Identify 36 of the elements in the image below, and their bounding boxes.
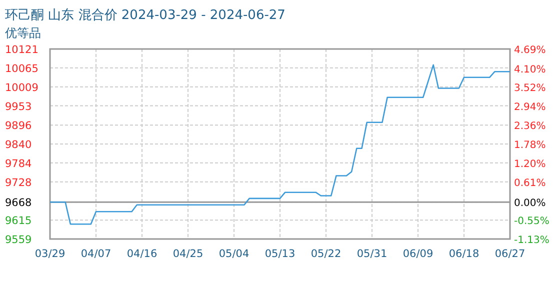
chart-title: 环己酮 山东 混合价 2024-03-29 - 2024-06-27	[5, 8, 286, 23]
line-series	[49, 64, 511, 225]
y2-tick-label: 1.78%	[514, 140, 546, 151]
y-tick-label: 9784	[5, 158, 32, 170]
x-tick-label: 06/27	[494, 248, 526, 260]
y-tick-label: 10009	[5, 82, 38, 94]
y-tick-label: 9953	[5, 100, 32, 113]
x-tick-label: 05/31	[356, 248, 388, 260]
y-tick-label: 9668	[5, 197, 32, 210]
x-tick-label: 05/22	[310, 248, 342, 260]
y-tick-label: 9840	[5, 139, 32, 151]
y-tick-label: 9559	[5, 234, 32, 246]
x-tick-label: 06/18	[448, 248, 480, 260]
x-tick-label: 04/07	[80, 248, 112, 260]
y-tick-label: 10121	[5, 44, 38, 56]
x-tick-label: 04/25	[172, 248, 204, 260]
y2-tick-label: 4.10%	[514, 64, 546, 76]
x-tick-label: 03/29	[34, 248, 66, 260]
y2-tick-label: -0.55%	[514, 216, 550, 228]
y2-tick-label: -1.13%	[514, 235, 550, 246]
y-tick-label: 9728	[5, 176, 32, 189]
x-tick-label: 05/04	[218, 248, 250, 260]
y2-tick-label: 1.20%	[514, 158, 546, 170]
x-tick-label: 05/13	[264, 248, 296, 260]
y2-tick-label: 3.52%	[514, 83, 546, 94]
y-tick-label: 9896	[5, 120, 32, 132]
x-tick-label: 06/09	[402, 248, 434, 260]
y-tick-label: 10065	[5, 62, 38, 75]
chart-subtitle: 优等品	[5, 26, 41, 40]
y2-tick-label: 4.69%	[514, 45, 546, 56]
y2-tick-label: 2.94%	[514, 102, 546, 114]
y2-tick-label: 2.36%	[514, 121, 546, 132]
y2-tick-label: 0.61%	[514, 178, 546, 190]
y-tick-label: 9615	[5, 215, 32, 228]
y2-tick-label: 0.00%	[514, 198, 546, 210]
x-tick-label: 04/16	[126, 248, 158, 260]
